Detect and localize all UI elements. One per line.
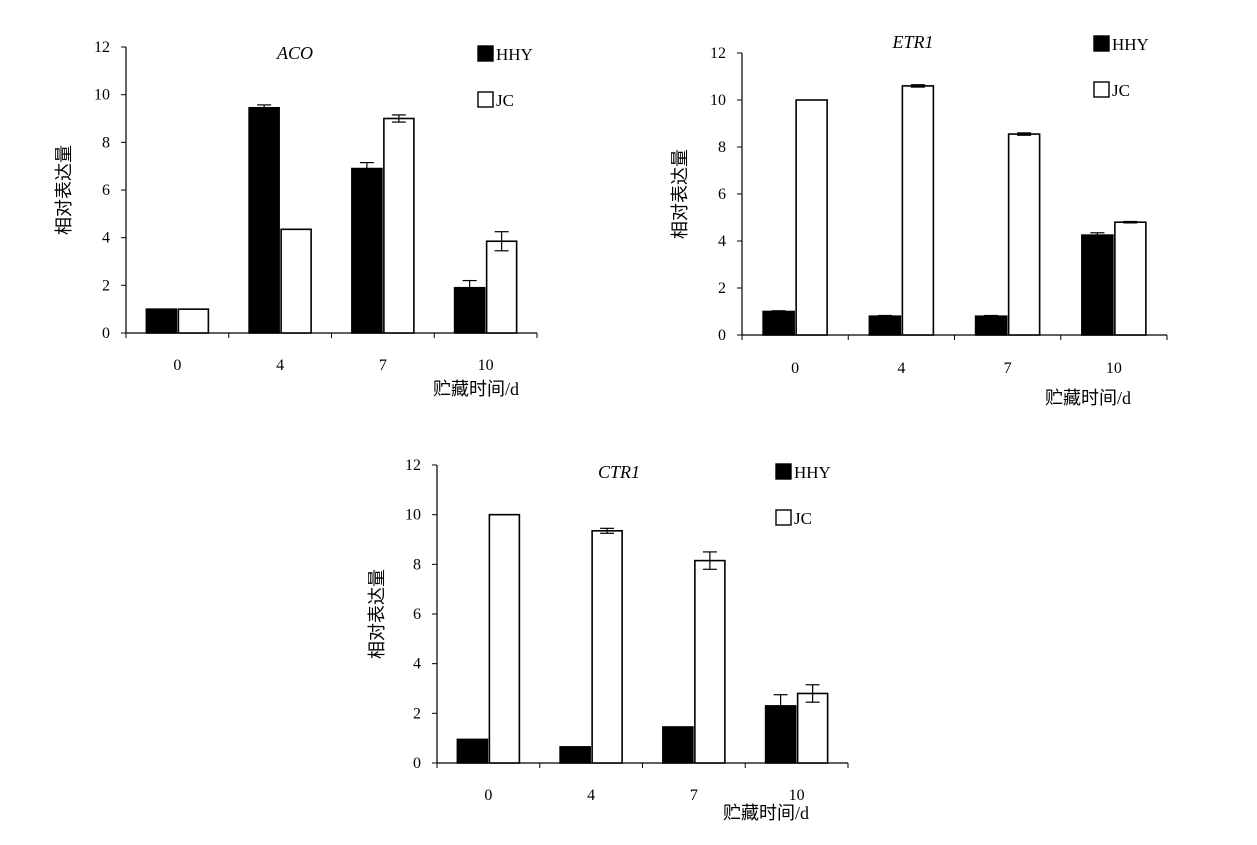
x-axis-label: 贮藏时间/d [723,803,809,823]
x-tick-label: 4 [897,360,905,377]
bar-jc-7 [694,559,726,764]
legend-swatch-hhy [477,45,494,62]
x-tick-label: 0 [791,360,799,377]
legend-swatch-hhy [775,463,792,480]
bar-hhy-7 [974,315,1008,336]
x-tick-label: 4 [276,357,284,374]
bar-hhy-7 [662,726,694,764]
y-axis-label: 相对表达量 [54,145,74,235]
y-tick-label: 6 [102,182,110,199]
legend-label: HHY [1112,35,1149,54]
bar-jc-0 [177,308,210,334]
y-tick-label: 6 [718,186,726,203]
bar-jc-10 [796,692,829,764]
legend-label: JC [1112,81,1130,100]
legend-label: HHY [794,463,831,482]
bar-jc-7 [383,117,415,334]
x-tick-label: 0 [173,357,181,374]
bar-hhy-4 [559,746,591,764]
y-tick-label: 10 [405,507,421,524]
y-tick-label: 12 [710,45,726,62]
x-tick-label: 0 [484,787,492,804]
legend-label: JC [794,509,812,528]
y-tick-label: 8 [102,134,110,151]
x-tick-label: 7 [379,357,387,374]
y-tick-label: 8 [413,556,421,573]
bar-jc-0 [795,99,828,336]
y-tick-label: 2 [102,277,110,294]
bar-hhy-0 [456,738,489,764]
bar-hhy-10 [1081,234,1114,336]
x-tick-label: 4 [587,787,595,804]
legend-label: JC [496,91,514,110]
y-tick-label: 2 [413,705,421,722]
y-tick-label: 10 [94,87,110,104]
y-tick-label: 4 [102,230,110,247]
y-axis-label: 相对表达量 [367,569,387,659]
bar-hhy-4 [248,106,280,334]
y-tick-label: 2 [718,280,726,297]
bar-hhy-4 [868,315,902,336]
y-tick-label: 4 [413,656,421,673]
y-tick-label: 0 [102,325,110,342]
bar-hhy-0 [762,310,795,336]
x-tick-label: 10 [478,357,494,374]
y-tick-label: 10 [710,92,726,109]
bar-jc-10 [485,240,518,334]
bar-jc-0 [488,513,521,764]
chart-title: ACO [276,43,313,63]
legend-label: HHY [496,45,533,64]
chart-title: CTR1 [598,462,640,482]
x-axis-label: 贮藏时间/d [1045,388,1131,408]
bar-hhy-0 [145,308,178,334]
bar-jc-4 [280,228,312,334]
legend-swatch-hhy [1093,35,1110,52]
legend-swatch-jc [477,91,494,108]
bar-jc-10 [1114,221,1147,336]
legend-swatch-jc [1093,81,1110,98]
x-tick-label: 7 [1004,360,1012,377]
bar-jc-4 [591,530,623,764]
x-tick-label: 10 [789,787,805,804]
y-tick-label: 12 [405,457,421,474]
y-tick-label: 0 [718,327,726,344]
bar-hhy-7 [351,167,383,334]
y-tick-label: 4 [718,233,726,250]
x-axis-label: 贮藏时间/d [433,379,519,399]
x-tick-label: 10 [1106,360,1122,377]
bar-jc-4 [901,85,935,336]
y-tick-label: 12 [94,39,110,56]
y-tick-label: 0 [413,755,421,772]
legend-swatch-jc [775,509,792,526]
x-tick-label: 7 [690,787,698,804]
y-tick-label: 8 [718,139,726,156]
y-tick-label: 6 [413,606,421,623]
y-axis-label: 相对表达量 [670,149,690,239]
chart-title: ETR1 [891,32,933,52]
bar-jc-7 [1007,133,1041,336]
